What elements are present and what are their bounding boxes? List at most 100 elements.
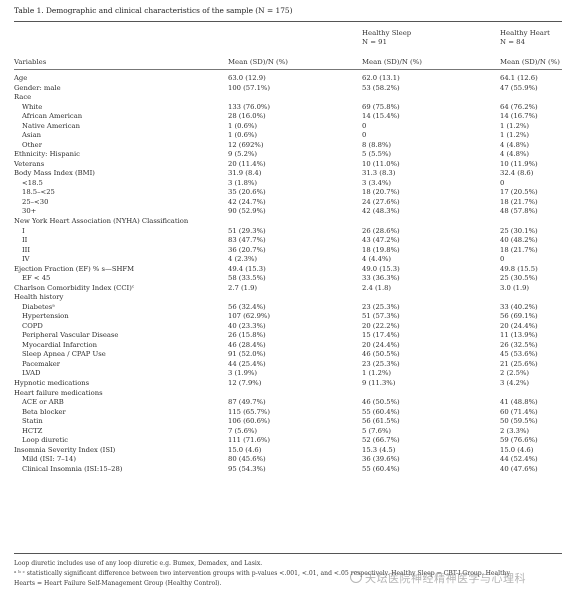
cell-healthy-sleep: 36 (39.6%) — [362, 455, 400, 464]
row-label: Health history — [14, 293, 64, 302]
table-row: Ejection Fraction (EF) % s—SHFM 49.4 (15.… — [0, 265, 576, 275]
row-label: Clinical Insomnia (ISI:15–28) — [22, 464, 123, 473]
cell-total: 51 (29.3%) — [228, 226, 266, 235]
row-label: Charlson Comorbidity Index (CCI)ᶜ — [14, 283, 135, 292]
footnote-1: Loop diuretic includes use of any loop d… — [14, 560, 263, 567]
cell-healthy-sleep: 15 (17.4%) — [362, 331, 400, 340]
row-label: Gender: male — [14, 83, 61, 92]
table-row: African American 28 (16.0%) 14 (15.4%) 14 (… — [0, 112, 576, 122]
table-row: Diabetesᵃ 56 (32.4%) 23 (25.3%) 33 (40.2%) — [0, 303, 576, 313]
footnote-3: Hearts = Heart Failure Self-Management G… — [14, 580, 222, 587]
table-row: Sleep Apnea / CPAP Use 91 (52.0%) 46 (50.5… — [0, 350, 576, 360]
cell-healthy-sleep: 15.3 (4.5) — [362, 445, 396, 454]
cell-healthy-sleep: 43 (47.2%) — [362, 236, 400, 245]
cell-healthy-heart: 25 (30.1%) — [500, 226, 538, 235]
cell-healthy-sleep: 51 (57.3%) — [362, 312, 400, 321]
cell-total: 111 (71.6%) — [228, 436, 271, 445]
row-label: New York Heart Association (NYHA) Classi… — [14, 216, 189, 225]
cell-total: 115 (65.7%) — [228, 407, 271, 416]
table-row: Asian 1 (0.6%) 0 1 (1.2%) — [0, 131, 576, 141]
row-label: II — [22, 236, 28, 245]
cell-total: 20 (11.4%) — [228, 159, 266, 168]
cell-healthy-sleep: 1 (1.2%) — [362, 369, 392, 378]
row-label: 25–<30 — [22, 197, 49, 206]
watermark: 天坛医院神经精神医学与心理科 — [350, 570, 526, 586]
table-row: New York Heart Association (NYHA) Classi… — [0, 217, 576, 227]
cell-total: 83 (47.7%) — [228, 236, 266, 245]
bottom-rule — [14, 553, 562, 554]
cell-healthy-sleep: 0 — [362, 131, 367, 140]
table-row: Health history — [0, 293, 576, 303]
cell-healthy-sleep: 69 (75.8%) — [362, 102, 400, 111]
table-row: Ethnicity: Hispanic 9 (5.2%) 5 (5.5%) 4 (4.… — [0, 150, 576, 160]
row-label: III — [22, 245, 31, 254]
table-row: Myocardial Infarction 46 (28.4%) 20 (24.4%… — [0, 341, 576, 351]
cell-healthy-sleep: 56 (61.5%) — [362, 417, 400, 426]
cell-healthy-sleep: 46 (50.5%) — [362, 350, 400, 359]
table-row: Other 12 (692%) 8 (8.8%) 4 (4.8%) — [0, 141, 576, 151]
row-label: HCTZ — [22, 426, 43, 435]
row-label: Mild (ISI: 7–14) — [22, 455, 76, 464]
cell-total: 15.0 (4.6) — [228, 445, 262, 454]
row-label: Beta blocker — [22, 407, 66, 416]
row-label: Statin — [22, 417, 43, 426]
cell-total: 3 (1.8%) — [228, 178, 258, 187]
row-label: Age — [14, 74, 28, 82]
cell-healthy-sleep: 3 (3.4%) — [362, 178, 392, 187]
cell-total: 26 (15.8%) — [228, 331, 266, 340]
table-row: II 83 (47.7%) 43 (47.2%) 40 (48.2%) — [0, 236, 576, 246]
row-label: African American — [22, 112, 83, 121]
cell-total: 42 (24.7%) — [228, 197, 266, 206]
cell-total: 7 (5.6%) — [228, 426, 258, 435]
cell-healthy-sleep: 2.4 (1.8) — [362, 283, 392, 292]
cell-total: 12 (692%) — [228, 140, 264, 149]
cell-healthy-heart: 56 (69.1%) — [500, 312, 538, 321]
cell-healthy-heart: 64.1 (12.6) — [500, 74, 538, 82]
cell-healthy-heart: 17 (20.5%) — [500, 188, 538, 197]
cell-total: 1 (0.6%) — [228, 131, 258, 140]
table-row: Mild (ISI: 7–14) 80 (45.6%) 36 (39.6%) 44 (… — [0, 455, 576, 465]
cell-healthy-sleep: 9 (11.3%) — [362, 379, 396, 387]
table-row: Peripheral Vascular Disease 26 (15.8%) 15 … — [0, 331, 576, 341]
table-row: Statin 106 (60.6%) 56 (61.5%) 50 (59.5%) — [0, 417, 576, 427]
cell-healthy-heart: 18 (21.7%) — [500, 245, 538, 254]
cell-total: 58 (33.5%) — [228, 274, 266, 283]
row-label: Asian — [22, 131, 42, 140]
cell-total: 56 (32.4%) — [228, 302, 266, 311]
cell-healthy-heart: 26 (32.5%) — [500, 340, 538, 349]
cell-total: 1 (0.6%) — [228, 121, 258, 130]
cell-healthy-heart: 2 (3.3%) — [500, 426, 530, 435]
table-row: 30+ 90 (52.9%) 42 (48.3%) 48 (57.8%) — [0, 207, 576, 217]
cell-healthy-heart: 44 (52.4%) — [500, 455, 538, 464]
group-healthy-sleep-title: Healthy Sleep — [362, 29, 412, 37]
footnote-2: ᵃ ᵇ ᶜ statistically significant differen… — [14, 570, 510, 577]
group-healthy-heart-n: N = 84 — [500, 38, 525, 46]
table-row: Pacemaker 44 (25.4%) 23 (25.3%) 21 (25.6%) — [0, 360, 576, 370]
cell-healthy-sleep: 24 (27.6%) — [362, 197, 400, 206]
cell-healthy-heart: 47 (55.9%) — [500, 83, 538, 92]
cell-total: 3 (1.9%) — [228, 369, 258, 378]
cell-total: 80 (45.6%) — [228, 455, 266, 464]
row-label: Pacemaker — [22, 359, 61, 368]
cell-healthy-sleep: 52 (66.7%) — [362, 436, 400, 445]
cell-healthy-sleep: 4 (4.4%) — [362, 255, 392, 264]
table-row: Charlson Comorbidity Index (CCI)ᶜ 2.7 (1.… — [0, 284, 576, 294]
cell-healthy-heart: 40 (47.6%) — [500, 464, 538, 473]
cell-healthy-heart: 15.0 (4.6) — [500, 445, 534, 454]
cell-healthy-sleep: 31.3 (8.3) — [362, 169, 396, 178]
row-label: Diabetesᵃ — [22, 302, 55, 311]
row-label: 30+ — [22, 207, 37, 216]
cell-healthy-sleep: 33 (36.3%) — [362, 274, 400, 283]
wechat-icon — [350, 571, 362, 583]
table-row: Beta blocker 115 (65.7%) 55 (60.4%) 60 (71.… — [0, 408, 576, 418]
cell-total: 49.4 (15.3) — [228, 264, 266, 273]
cell-healthy-sleep: 10 (11.0%) — [362, 159, 400, 168]
table-row: EF < 45 58 (33.5%) 33 (36.3%) 25 (30.5%) — [0, 274, 576, 284]
row-label: Body Mass Index (BMI) — [14, 169, 95, 178]
row-label: Native American — [22, 121, 80, 130]
table-row: COPD 40 (23.3%) 20 (22.2%) 20 (24.4%) — [0, 322, 576, 332]
table-row: Hypnotic medications 12 (7.9%) 9 (11.3%) 3 … — [0, 379, 576, 389]
cell-healthy-heart: 1 (1.2%) — [500, 131, 530, 140]
table-row: HCTZ 7 (5.6%) 5 (7.6%) 2 (3.3%) — [0, 427, 576, 437]
row-label: COPD — [22, 321, 43, 330]
